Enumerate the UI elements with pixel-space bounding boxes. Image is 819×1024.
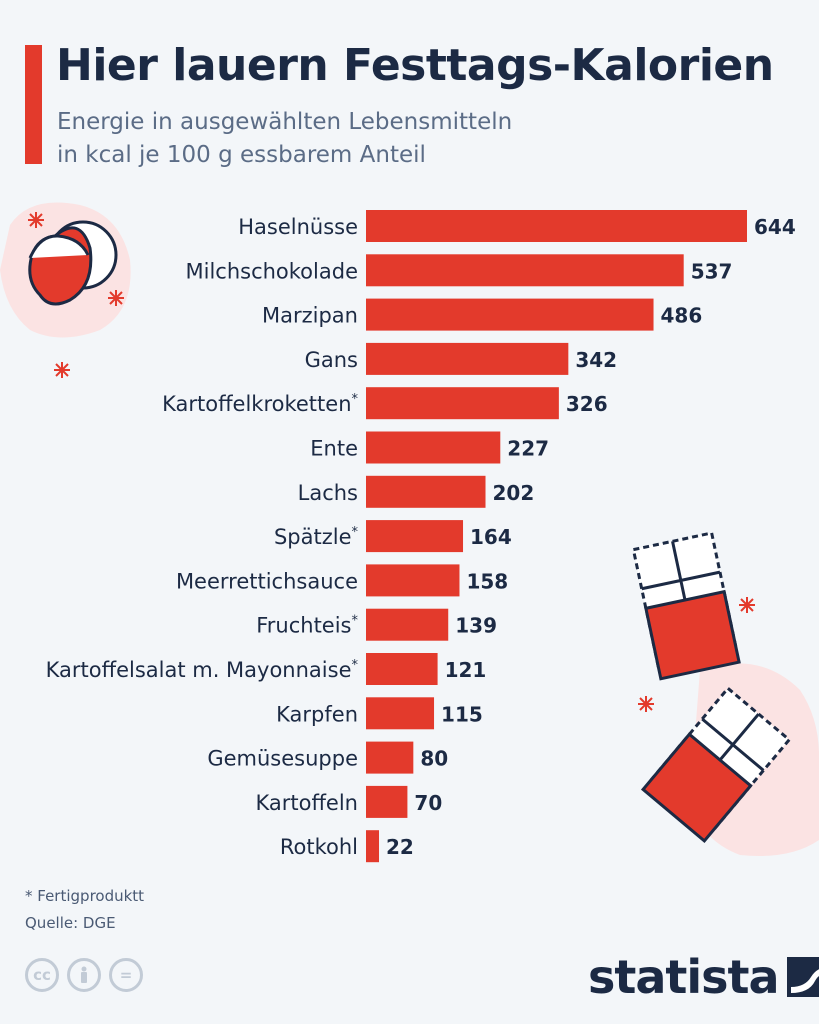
attribution-icon[interactable] <box>67 958 101 992</box>
category-label: Fruchteis* <box>256 614 358 638</box>
value-label: 115 <box>441 702 483 726</box>
statista-logo[interactable]: statista <box>588 950 819 1004</box>
value-label: 22 <box>386 835 414 859</box>
page-subtitle: Energie in ausgewählten Lebensmitteln in… <box>57 106 617 172</box>
bar <box>366 298 654 331</box>
bar <box>366 608 449 641</box>
category-label: Haselnüsse <box>238 215 358 239</box>
category-label: Marzipan <box>262 304 358 328</box>
bar <box>366 210 747 242</box>
value-label: 121 <box>445 658 487 682</box>
no-derivatives-icon[interactable]: = <box>109 958 143 992</box>
bar <box>366 697 435 730</box>
bar <box>366 475 486 508</box>
value-label: 342 <box>575 348 617 372</box>
category-label: Karpfen <box>276 702 358 726</box>
value-label: 164 <box>470 525 512 549</box>
category-label: Spätzle* <box>274 525 359 549</box>
category-label: Kartoffelkroketten* <box>162 392 358 416</box>
bar <box>366 830 380 863</box>
category-label: Gans <box>305 348 358 372</box>
bar <box>366 431 501 464</box>
bar <box>366 653 438 685</box>
value-label: 537 <box>691 259 733 283</box>
value-label: 139 <box>455 614 497 638</box>
value-label: 486 <box>661 304 703 328</box>
license-icons: cc = <box>25 958 143 992</box>
category-label: Ente <box>310 437 358 461</box>
bar <box>366 564 460 597</box>
bar <box>366 520 464 553</box>
value-label: 227 <box>507 437 549 461</box>
bar <box>366 741 414 774</box>
value-label: 202 <box>493 481 535 505</box>
brand-name: statista <box>588 950 780 1004</box>
value-label: 70 <box>414 791 442 815</box>
category-label: Kartoffeln <box>255 791 358 815</box>
category-label: Rotkohl <box>280 835 358 859</box>
value-label: 158 <box>466 569 508 593</box>
bar <box>366 785 408 818</box>
statista-mark-icon <box>786 957 819 997</box>
category-label: Lachs <box>298 481 358 505</box>
sparkle-icon <box>28 212 755 712</box>
value-label: 80 <box>420 747 448 771</box>
bar <box>366 387 559 420</box>
subtitle-line-2: in kcal je 100 g essbarem Anteil <box>57 142 426 168</box>
chocolate-bar-icon <box>631 531 792 843</box>
category-label: Gemüsesuppe <box>207 747 358 771</box>
hazelnut-icon <box>28 220 118 306</box>
bar <box>366 342 569 375</box>
bar <box>366 254 684 287</box>
footnote: * Fertigproduktt <box>25 887 145 905</box>
subtitle-line-1: Energie in ausgewählten Lebensmitteln <box>57 109 513 135</box>
title-accent-bar <box>25 45 42 164</box>
value-label: 326 <box>566 392 608 416</box>
category-label: Milchschokolade <box>185 259 358 283</box>
source-note: Quelle: DGE <box>25 914 116 932</box>
category-label: Meerrettichsauce <box>176 569 358 593</box>
creative-commons-icon[interactable]: cc <box>25 958 59 992</box>
category-label: Kartoffelsalat m. Mayonnaise* <box>46 658 359 682</box>
page-title: Hier lauern Festtags-Kalorien <box>56 40 774 91</box>
value-label: 644 <box>754 215 796 239</box>
